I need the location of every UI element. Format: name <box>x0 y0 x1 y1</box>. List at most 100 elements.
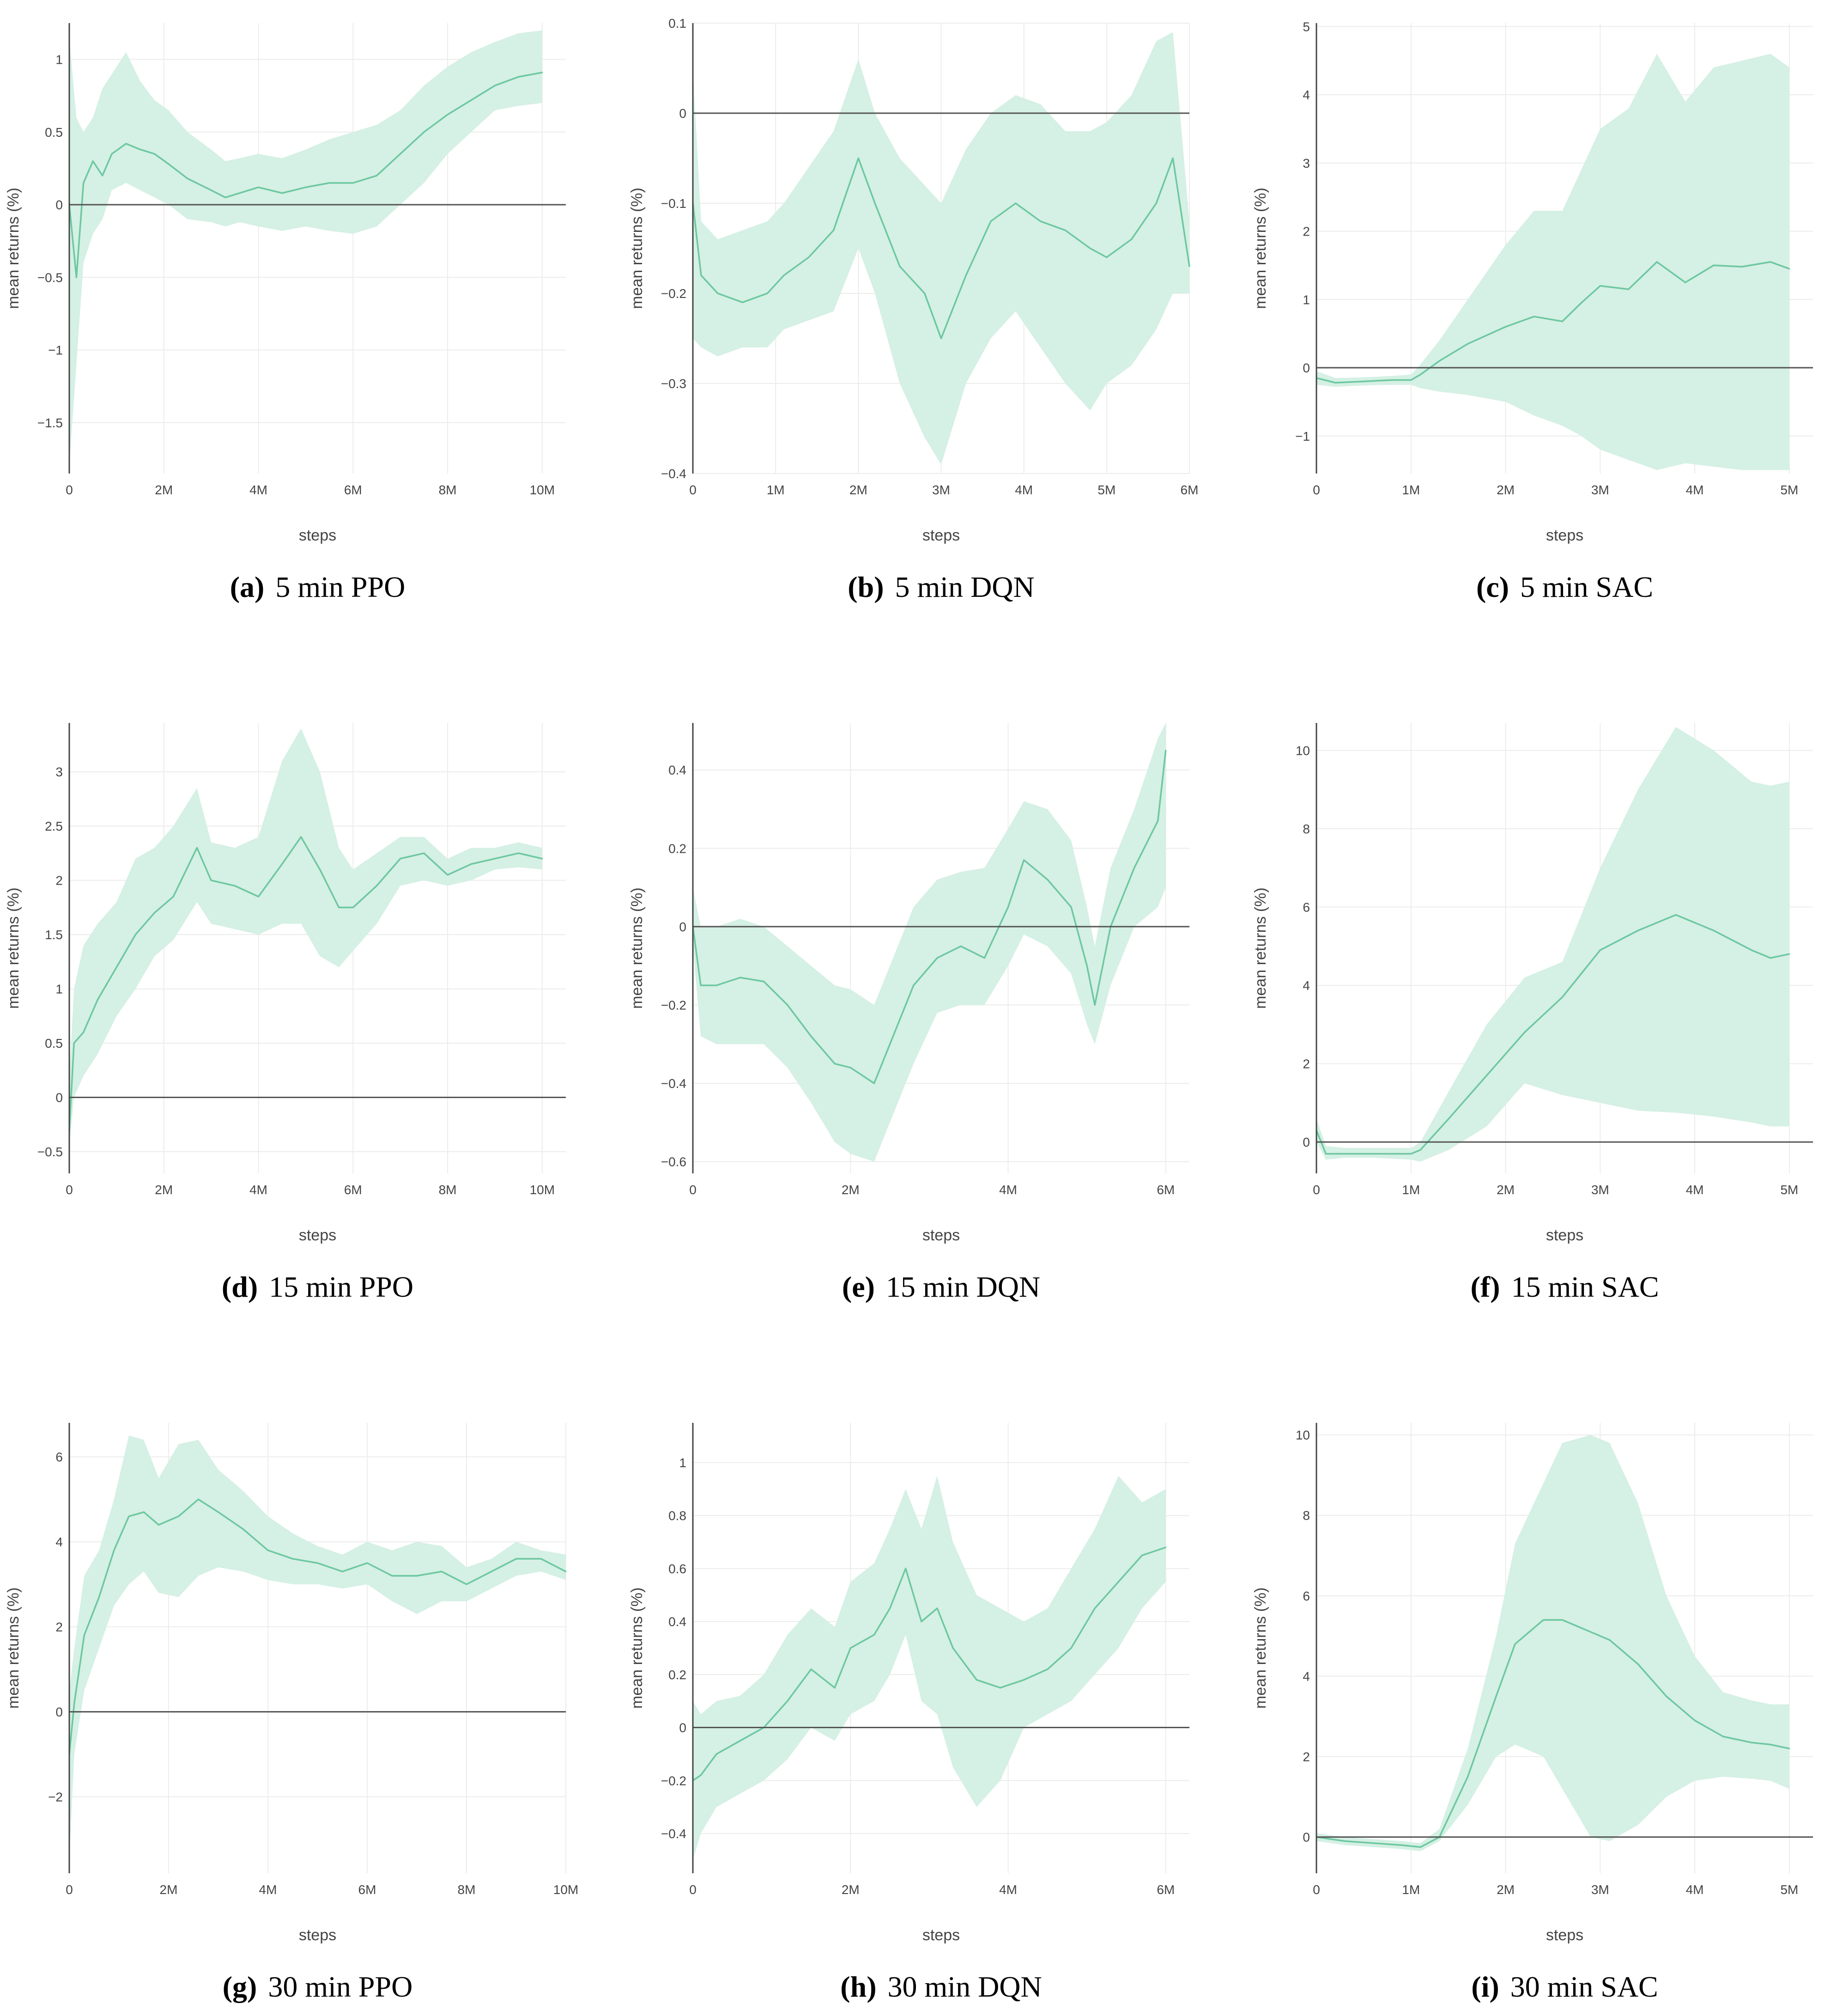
x-axis-title: steps <box>922 527 960 544</box>
chart-panel-i: 0 1M 2M 3M 4M 5M 0 2 4 6 8 10 steps mean returns (%) (… <box>1252 1423 1813 2003</box>
data-point <box>976 1679 977 1681</box>
data-point <box>125 143 127 145</box>
mean-returns-line <box>1316 261 1790 384</box>
x-tick-label: 0 <box>1313 1882 1320 1897</box>
mean-returns-line <box>692 1546 1166 1781</box>
y-axis-title: mean returns (%) <box>1252 887 1269 1009</box>
data-point <box>857 158 859 159</box>
data-point <box>1070 906 1072 908</box>
data-point <box>541 858 543 860</box>
data-point <box>1155 202 1157 204</box>
y-tick-label: 1 <box>55 982 63 996</box>
y-tick-label: −0.2 <box>661 1773 686 1788</box>
x-tick-label: 6M <box>344 483 362 497</box>
data-point <box>98 1596 100 1598</box>
data-point <box>936 1607 938 1609</box>
x-tick-label: 5M <box>1780 1183 1798 1197</box>
confidence-band <box>1316 1435 1789 1852</box>
data-point <box>1505 326 1507 328</box>
y-tick-label: 2 <box>55 1620 63 1634</box>
x-tick-label: 2M <box>849 483 867 497</box>
data-point <box>1486 1075 1488 1076</box>
data-point <box>1514 1643 1516 1645</box>
x-tick-label: 4M <box>1686 1183 1704 1197</box>
chart-panel-f: 0 1M 2M 3M 4M 5M 0 2 4 6 8 10 steps mean returns (%) (… <box>1252 723 1813 1303</box>
data-point <box>1070 1647 1072 1649</box>
data-point <box>1628 288 1630 290</box>
x-tick-label: 0 <box>66 1183 73 1197</box>
y-tick-label: 5 <box>1303 19 1310 34</box>
x-tick-label: 0 <box>689 1882 697 1897</box>
chart-panel-e: 0 2M 4M 6M −0.6 −0.4 −0.2 0 0.2 0.4 steps mean retu… <box>628 723 1189 1303</box>
x-tick-label: 4M <box>259 1882 277 1897</box>
data-point <box>491 1571 492 1573</box>
data-point <box>267 1549 269 1551</box>
data-point <box>834 1687 836 1689</box>
data-point <box>423 852 425 854</box>
y-tick-label: 8 <box>1303 1508 1310 1523</box>
mean-returns-line <box>692 157 1190 340</box>
data-point <box>1637 1663 1639 1665</box>
data-point <box>113 1549 115 1551</box>
y-tick-label: 0.5 <box>45 1036 63 1051</box>
data-point <box>366 1562 368 1564</box>
data-point <box>239 192 241 194</box>
data-point <box>1023 1679 1025 1681</box>
data-point <box>153 153 155 155</box>
data-point <box>1410 1153 1412 1155</box>
y-tick-label: −0.4 <box>661 1827 686 1841</box>
data-point <box>1770 1743 1771 1745</box>
data-point <box>1722 1736 1724 1737</box>
x-axis-title: steps <box>299 1227 336 1244</box>
y-tick-label: 4 <box>55 1535 63 1549</box>
subfigure-caption: (a) 5 min PPO <box>230 571 406 603</box>
caption-label: (e) <box>842 1270 875 1303</box>
caption-label: (f) <box>1471 1270 1500 1303</box>
data-point <box>143 1511 145 1513</box>
y-tick-label: 4 <box>1303 88 1310 102</box>
data-point <box>1656 261 1658 263</box>
y-tick-label: 0 <box>1303 1830 1310 1845</box>
x-tick-label: 6M <box>358 1882 376 1897</box>
x-tick-label: 1M <box>767 483 785 497</box>
data-point <box>338 906 340 908</box>
x-axis-title: steps <box>1546 527 1583 544</box>
data-point <box>242 1528 244 1530</box>
data-point <box>700 1774 702 1776</box>
y-tick-label: 0.1 <box>668 16 686 30</box>
data-point <box>97 999 98 1001</box>
data-point <box>73 1702 75 1704</box>
data-point <box>1789 953 1790 955</box>
data-point <box>783 274 785 276</box>
data-point <box>1675 914 1677 916</box>
data-point <box>319 868 321 870</box>
data-point <box>1047 1668 1049 1670</box>
data-point <box>1165 1547 1167 1548</box>
data-point <box>518 852 520 854</box>
caption-text: 30 min DQN <box>888 1970 1042 2003</box>
y-tick-label: −0.4 <box>661 1076 686 1091</box>
data-point <box>111 153 113 155</box>
x-tick-label: 5M <box>1780 483 1798 497</box>
y-tick-label: −1 <box>1295 429 1310 443</box>
data-point <box>158 1524 159 1526</box>
caption-text: 5 min PPO <box>275 571 405 603</box>
data-point <box>1344 1153 1346 1155</box>
x-tick-label: 3M <box>1591 483 1609 497</box>
data-point <box>391 1575 393 1577</box>
x-tick-label: 10M <box>530 1183 555 1197</box>
data-point <box>1047 879 1049 880</box>
data-point <box>400 858 401 860</box>
data-point <box>210 189 212 191</box>
x-tick-label: 6M <box>344 1183 362 1197</box>
confidence-band <box>693 32 1189 465</box>
x-tick-label: 8M <box>458 1882 476 1897</box>
subfigure-caption: (d) 15 min PPO <box>222 1270 413 1303</box>
data-point <box>1419 1846 1421 1848</box>
y-tick-label: 10 <box>1296 743 1310 758</box>
data-point <box>1094 1004 1096 1006</box>
y-tick-label: 1.5 <box>45 928 63 942</box>
y-axis-title: mean returns (%) <box>628 1587 646 1709</box>
data-point <box>810 1035 812 1037</box>
data-point <box>153 912 155 914</box>
